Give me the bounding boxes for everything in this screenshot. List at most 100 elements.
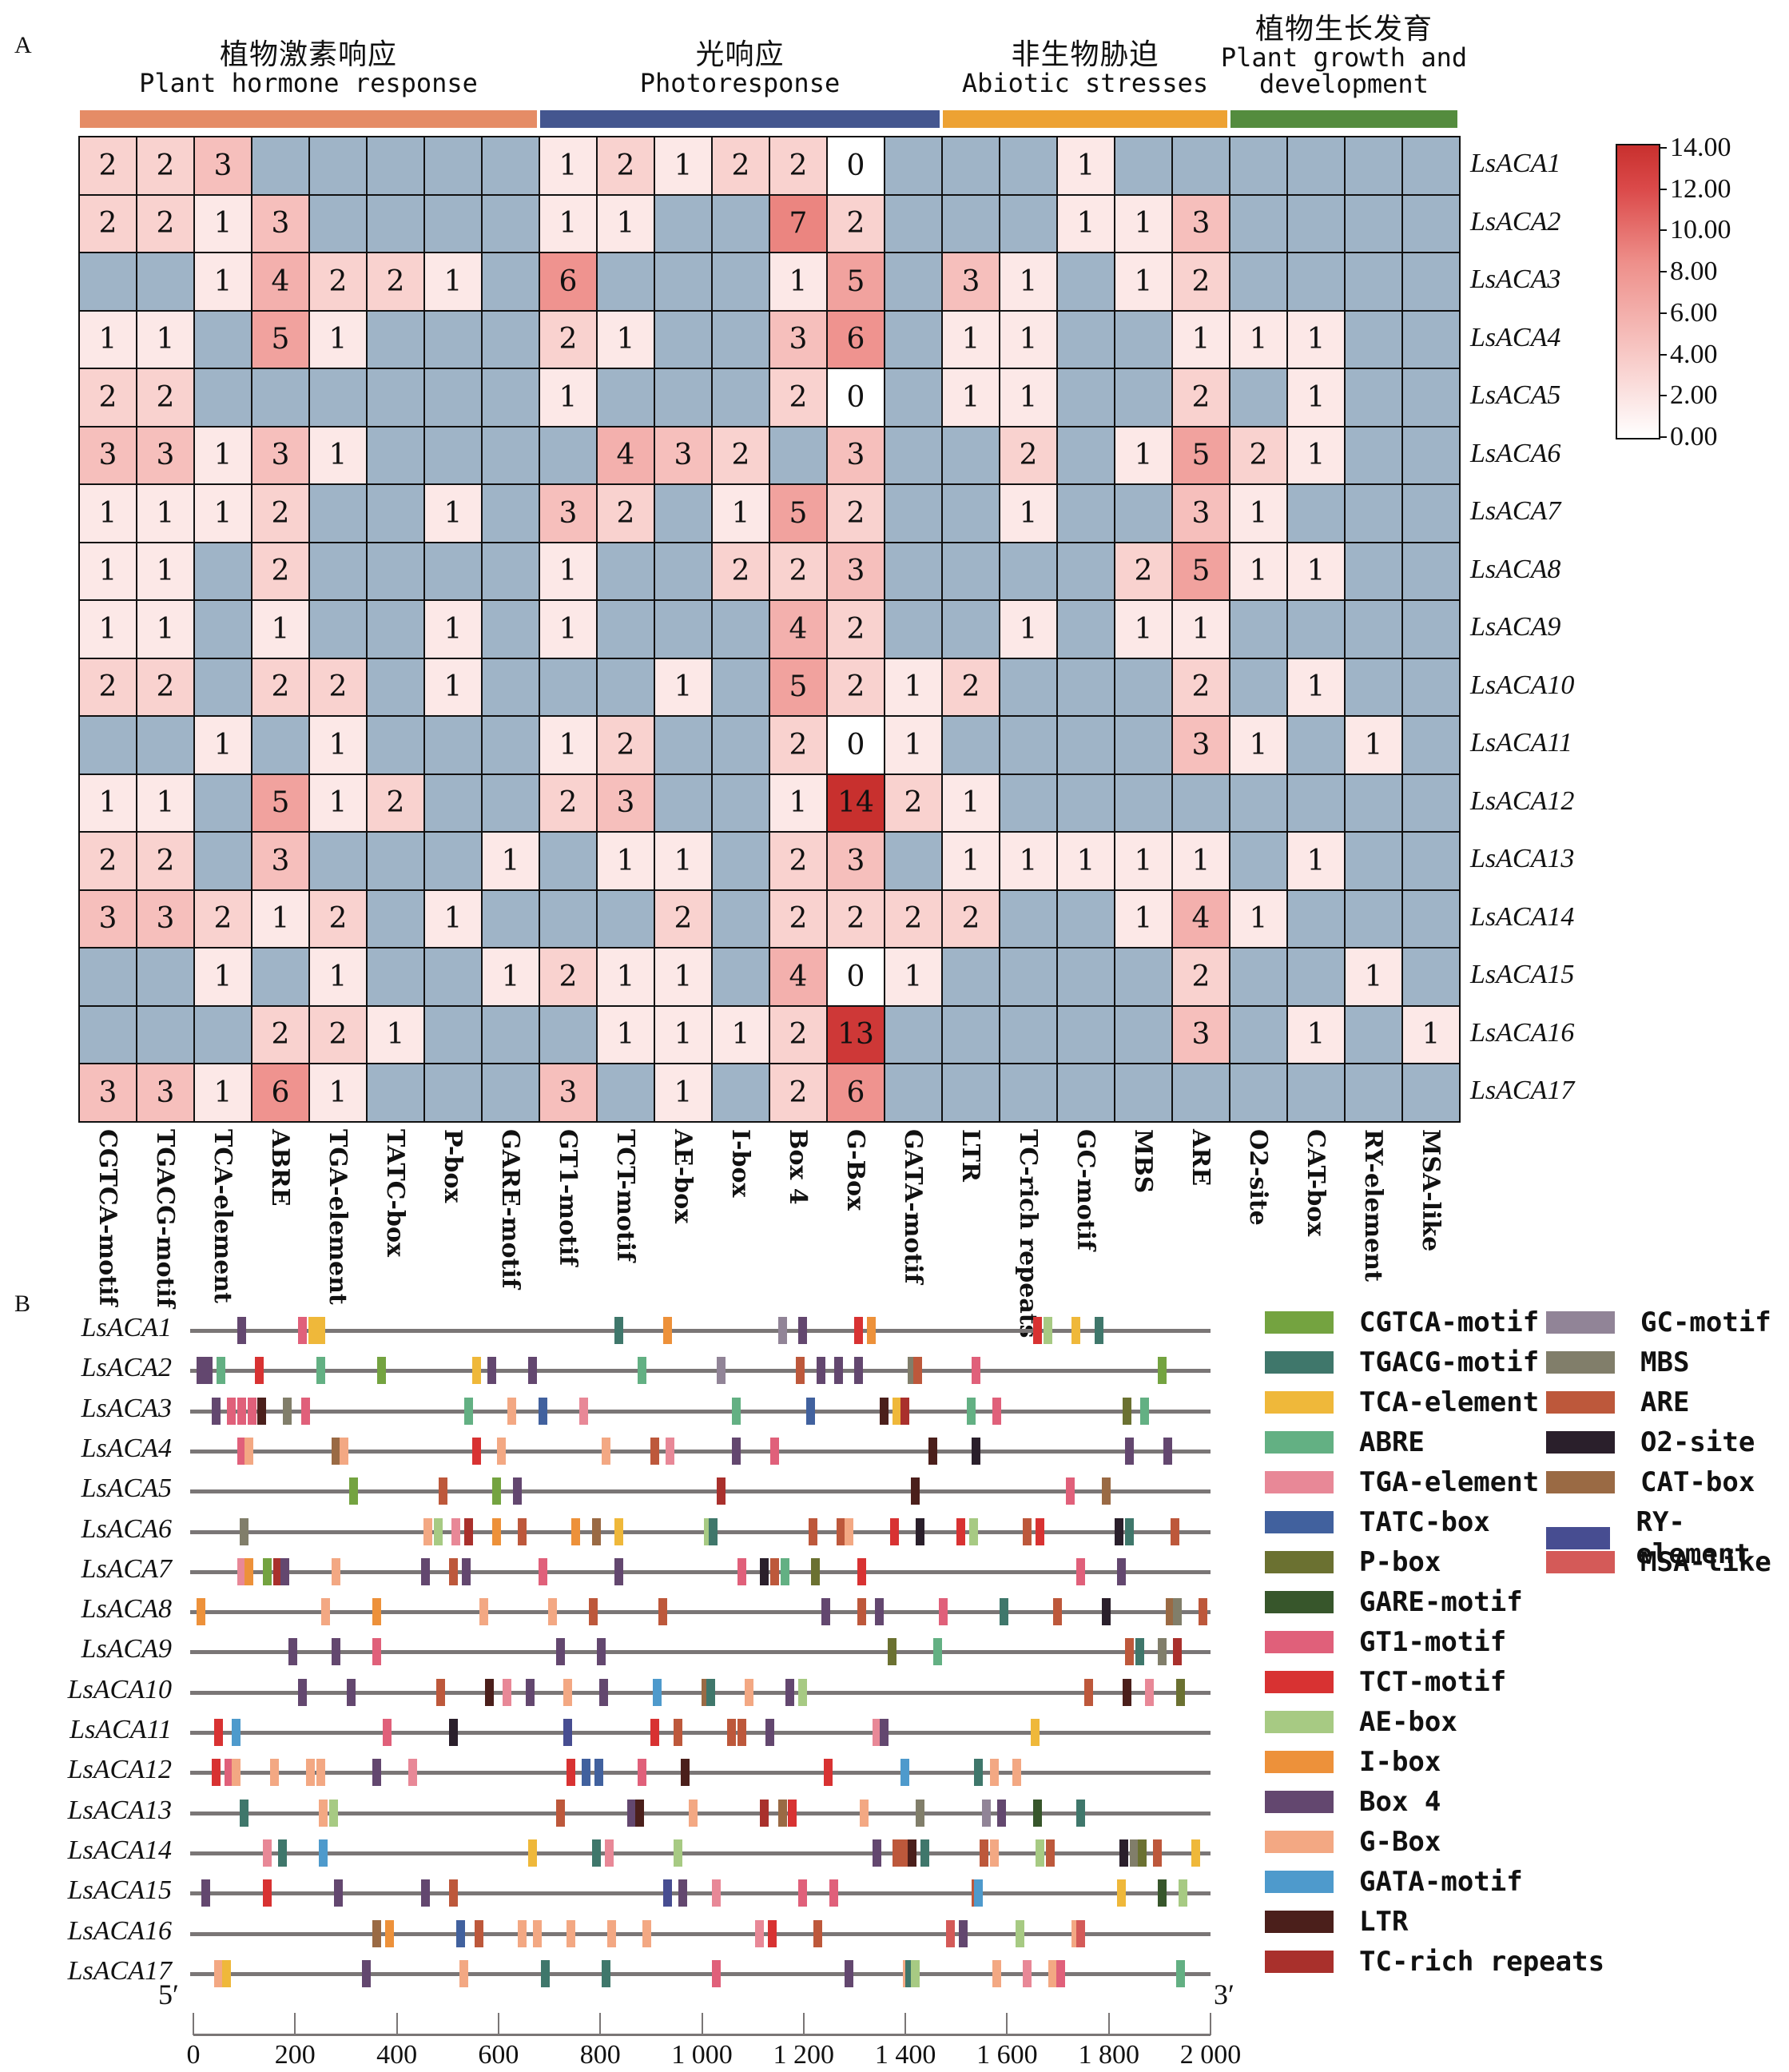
gene-label: LsACA15 — [67, 1875, 172, 1906]
x-axis-tick — [497, 2013, 499, 2035]
gene-label: LsACA10 — [67, 1674, 172, 1704]
legend-item: RY-element — [1546, 1506, 1789, 1570]
motif-mark — [497, 1437, 507, 1465]
heatmap-cell — [1344, 657, 1403, 717]
row-label: LsACA9 — [1470, 612, 1561, 642]
heatmap-cell: 1 — [193, 1063, 252, 1123]
motif-mark — [270, 1759, 280, 1787]
motif-mark — [463, 1517, 473, 1545]
gene-label: LsACA8 — [81, 1594, 172, 1625]
gene-label: LsACA16 — [67, 1915, 172, 1946]
heatmap-cell: 4 — [1171, 889, 1230, 949]
heatmap-cell — [654, 193, 713, 253]
motif-mark — [890, 1517, 900, 1545]
heatmap-cell — [1229, 1004, 1288, 1064]
motif-mark — [1158, 1638, 1167, 1666]
heatmap-cell — [366, 136, 425, 196]
row-label: LsACA7 — [1470, 496, 1561, 526]
heatmap-cell — [711, 947, 770, 1007]
motif-mark — [824, 1759, 833, 1787]
heatmap-cell: 2 — [826, 889, 885, 949]
motif-mark — [662, 1317, 672, 1344]
heatmap-cell: 1 — [1114, 252, 1173, 312]
heatmap-cell — [78, 1004, 137, 1064]
motif-mark — [1045, 1839, 1055, 1867]
legend-swatch — [1265, 1831, 1334, 1854]
heatmap-cell: 1 — [539, 541, 598, 601]
motif-mark — [796, 1357, 805, 1385]
motif-mark — [933, 1638, 943, 1666]
motif-mark — [711, 1879, 721, 1907]
motif-mark — [642, 1919, 652, 1947]
motif-mark — [571, 1517, 581, 1545]
heatmap-cell: 4 — [769, 599, 828, 659]
motif-mark — [1152, 1839, 1162, 1867]
heatmap-cell — [1114, 947, 1173, 1007]
column-label: TC-rich repeats — [1014, 1128, 1042, 1338]
heatmap-cell: 1 — [193, 947, 252, 1007]
heatmap-cell: 3 — [78, 425, 137, 485]
heatmap-cell — [423, 715, 483, 775]
motif-mark — [959, 1919, 968, 1947]
motif-mark — [385, 1919, 394, 1947]
heatmap-cell: 1 — [78, 309, 137, 369]
column-label: ABRE — [266, 1128, 294, 1206]
heatmap-cell: 2 — [654, 889, 713, 949]
motif-mark — [732, 1397, 741, 1425]
motif-mark — [420, 1879, 430, 1907]
gene-label: LsACA17 — [67, 1955, 172, 1986]
heatmap-cell — [1056, 715, 1115, 775]
motif-mark — [538, 1397, 547, 1425]
heatmap-cell: 1 — [1286, 541, 1346, 601]
heatmap-cell: 5 — [1171, 425, 1230, 485]
legend-swatch — [1546, 1551, 1615, 1574]
gene-line — [190, 1409, 1211, 1414]
heatmap-cell — [193, 773, 252, 833]
heatmap-cell — [1229, 1063, 1288, 1123]
column-label: CAT-box — [1302, 1128, 1330, 1236]
x-axis-tick — [1006, 2013, 1008, 2035]
heatmap-cell — [1056, 425, 1115, 485]
heatmap-cell — [711, 657, 770, 717]
motif-mark — [538, 1557, 547, 1585]
motif-mark — [969, 1517, 979, 1545]
heatmap-cell — [136, 715, 195, 775]
heatmap-cell — [366, 368, 425, 428]
legend-swatch — [1546, 1527, 1611, 1550]
gene-label: LsACA1 — [81, 1313, 172, 1342]
column-label: RY-element — [1359, 1128, 1387, 1282]
motif-mark — [867, 1317, 877, 1344]
motif-mark — [887, 1638, 896, 1666]
heatmap-cell — [884, 252, 943, 312]
heatmap-cell — [1114, 309, 1173, 369]
heatmap-cell — [78, 715, 137, 775]
motif-mark — [997, 1799, 1007, 1827]
motif-mark — [916, 1799, 925, 1827]
motif-mark — [653, 1678, 662, 1706]
column-label: GATA-motif — [899, 1128, 927, 1284]
column-label: TCA-element — [209, 1128, 237, 1303]
heatmap-cell — [711, 715, 770, 775]
motif-mark — [407, 1759, 417, 1787]
motif-mark — [972, 1357, 981, 1385]
motif-mark — [754, 1919, 764, 1947]
heatmap-cell — [654, 368, 713, 428]
heatmap-cell — [1344, 368, 1403, 428]
heatmap-cell: 2 — [1171, 657, 1230, 717]
heatmap-cell — [481, 599, 540, 659]
heatmap-cell — [1401, 193, 1461, 253]
motif-mark — [813, 1919, 823, 1947]
gene-label: LsACA12 — [67, 1755, 172, 1785]
motif-mark — [872, 1719, 881, 1746]
motif-mark — [566, 1919, 575, 1947]
motif-mark — [224, 1759, 233, 1787]
motif-mark — [232, 1759, 241, 1787]
legend-label: TGACG-motif — [1359, 1346, 1540, 1379]
motif-mark — [339, 1437, 348, 1465]
motif-mark — [992, 1397, 1001, 1425]
gene-label: LsACA2 — [81, 1353, 172, 1383]
heatmap-cell: 1 — [941, 831, 1000, 891]
heatmap-cell: 1 — [999, 368, 1058, 428]
heatmap-cell — [1056, 309, 1115, 369]
heatmap-cell: 1 — [999, 483, 1058, 543]
